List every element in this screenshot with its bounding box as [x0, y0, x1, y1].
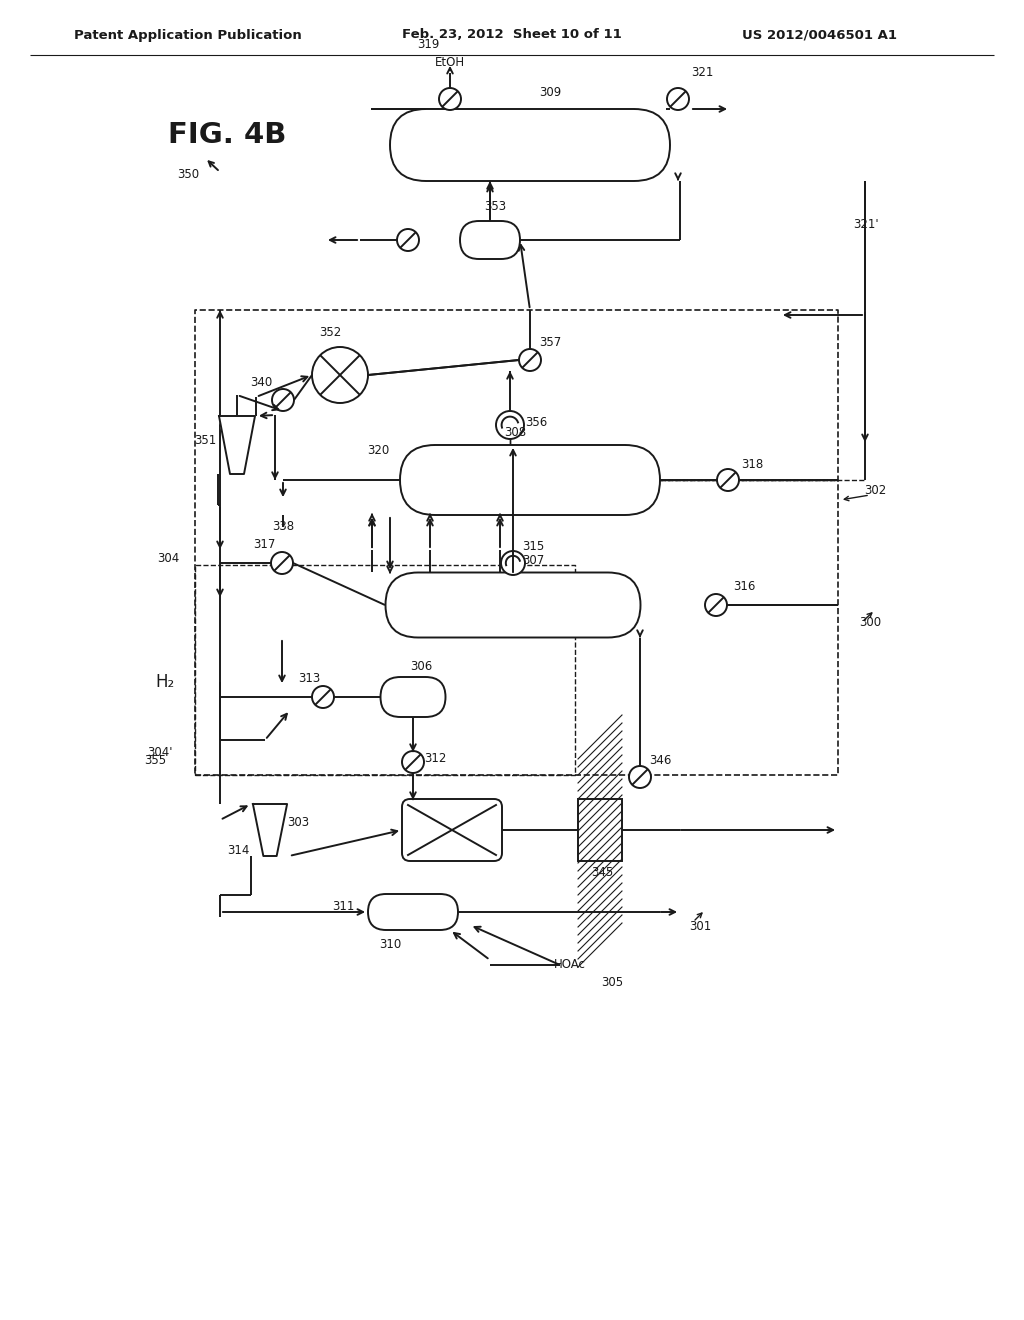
Polygon shape [253, 804, 287, 855]
Text: H₂: H₂ [156, 673, 175, 690]
Text: 304: 304 [157, 552, 179, 565]
Text: 317: 317 [253, 539, 275, 552]
Polygon shape [219, 416, 255, 474]
Circle shape [519, 348, 541, 371]
Text: 338: 338 [272, 520, 294, 533]
FancyBboxPatch shape [390, 110, 670, 181]
Text: 314: 314 [226, 843, 249, 857]
FancyBboxPatch shape [368, 894, 458, 931]
Text: 353: 353 [484, 199, 506, 213]
Text: 352: 352 [318, 326, 341, 339]
FancyBboxPatch shape [385, 573, 640, 638]
Text: 321': 321' [853, 219, 879, 231]
Text: 351: 351 [194, 433, 216, 446]
Circle shape [272, 389, 294, 411]
Circle shape [312, 686, 334, 708]
Circle shape [717, 469, 739, 491]
FancyBboxPatch shape [402, 799, 502, 861]
Circle shape [501, 550, 525, 576]
Circle shape [397, 228, 419, 251]
Text: 321: 321 [691, 66, 713, 79]
Circle shape [271, 552, 293, 574]
Bar [578, 799, 622, 861]
FancyBboxPatch shape [381, 677, 445, 717]
Text: 307: 307 [522, 553, 544, 566]
Text: 303: 303 [287, 816, 309, 829]
Text: 308: 308 [504, 425, 526, 438]
Text: 356: 356 [525, 416, 547, 429]
Text: 355: 355 [144, 754, 166, 767]
Text: EtOH: EtOH [435, 57, 465, 70]
Text: US 2012/0046501 A1: US 2012/0046501 A1 [742, 29, 897, 41]
Text: 319: 319 [417, 38, 439, 51]
Text: Feb. 23, 2012  Sheet 10 of 11: Feb. 23, 2012 Sheet 10 of 11 [402, 29, 622, 41]
Text: 302: 302 [864, 483, 886, 496]
Text: 312: 312 [424, 752, 446, 766]
FancyBboxPatch shape [460, 220, 520, 259]
Text: 316: 316 [733, 581, 755, 594]
Text: 346: 346 [649, 755, 671, 767]
Text: 311: 311 [332, 900, 354, 913]
Text: Patent Application Publication: Patent Application Publication [74, 29, 302, 41]
Text: 345: 345 [591, 866, 613, 879]
Text: 310: 310 [379, 939, 401, 952]
Text: 306: 306 [410, 660, 432, 673]
Text: 340: 340 [250, 375, 272, 388]
Text: 305: 305 [601, 977, 623, 990]
Text: 320: 320 [367, 444, 389, 457]
Text: FIG. 4B: FIG. 4B [168, 121, 287, 149]
Text: 304': 304' [147, 746, 173, 759]
Text: 350: 350 [177, 169, 199, 181]
Text: 357: 357 [539, 335, 561, 348]
FancyBboxPatch shape [400, 445, 660, 515]
Text: HOAc: HOAc [554, 958, 586, 972]
Text: 313: 313 [298, 672, 321, 685]
Text: 300: 300 [859, 615, 881, 628]
Circle shape [312, 347, 368, 403]
Circle shape [402, 751, 424, 774]
Circle shape [705, 594, 727, 616]
Circle shape [667, 88, 689, 110]
Circle shape [496, 411, 524, 440]
Text: 301: 301 [689, 920, 711, 933]
Text: 315: 315 [522, 540, 544, 553]
Circle shape [439, 88, 461, 110]
Text: 318: 318 [741, 458, 763, 470]
Circle shape [629, 766, 651, 788]
Text: 309: 309 [539, 87, 561, 99]
